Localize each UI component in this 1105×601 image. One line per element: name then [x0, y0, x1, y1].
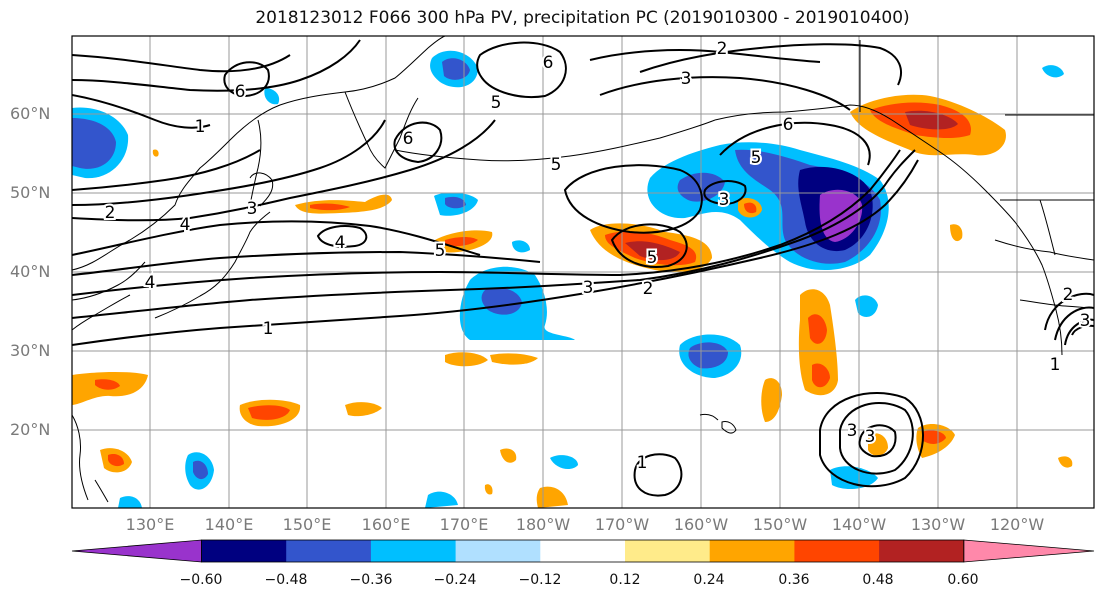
colorbar-bin — [709, 540, 795, 562]
lon-label: 130°E — [125, 515, 175, 534]
lon-label: 170°E — [439, 515, 489, 534]
colorbar-tick-label: 0.24 — [693, 572, 725, 588]
colorbar-bin — [455, 540, 541, 562]
contour-label: 5 — [435, 241, 446, 261]
contour-label: 6 — [783, 115, 794, 135]
contour-label: 1 — [263, 319, 274, 339]
colorbar-tick-label: −0.48 — [264, 572, 308, 588]
colorbar-tick-label: 0.12 — [609, 572, 641, 588]
colorbar-tick-label: −0.36 — [349, 572, 393, 588]
colorbar-tick-label: 0.48 — [862, 572, 894, 588]
colorbar-tick-label: 0.36 — [778, 572, 810, 588]
lon-label: 160°E — [361, 515, 411, 534]
contour-label: 3 — [583, 278, 594, 298]
colorbar-bin — [879, 540, 965, 562]
colorbar-frame — [201, 539, 965, 563]
lon-label: 180°W — [515, 515, 571, 534]
contour-label: 4 — [335, 233, 346, 253]
colorbar-bin — [794, 540, 880, 562]
lat-lon-grid — [72, 36, 1094, 508]
contour-label: 5 — [491, 93, 502, 113]
colorbar-bin — [625, 540, 711, 562]
colorbar-bin — [370, 540, 457, 562]
coastlines — [72, 36, 1094, 503]
lon-label: 160°W — [673, 515, 729, 534]
colorbar-tick-label: −0.24 — [433, 572, 477, 588]
precip-positive-shading — [72, 94, 1073, 508]
lon-label: 170°W — [594, 515, 650, 534]
lat-label: 30°N — [10, 341, 51, 360]
contour-label: 2 — [643, 279, 654, 299]
colorbar-extend-min — [71, 539, 202, 563]
contour-label: 3 — [681, 69, 692, 89]
colorbar-bin — [201, 540, 287, 562]
map-frame — [71, 35, 1095, 509]
contour-label: 1 — [1050, 355, 1061, 375]
contour-label: 3 — [719, 190, 730, 210]
contour-label: 6 — [403, 129, 414, 149]
lon-label: 130°W — [910, 515, 966, 534]
contour-label: 6 — [235, 82, 246, 102]
lat-label: 40°N — [10, 262, 51, 281]
contour-label: 1 — [637, 453, 648, 473]
contour-label: 5 — [647, 248, 658, 268]
contour-label: 3 — [1080, 311, 1091, 331]
contour-label: 2 — [717, 39, 728, 59]
contour-label: 3 — [247, 199, 258, 219]
lon-label: 150°W — [752, 515, 808, 534]
lon-label: 120°W — [989, 515, 1045, 534]
contour-label: 2 — [1063, 285, 1074, 305]
map-title: 2018123012 F066 300 hPa PV, precipitatio… — [255, 8, 910, 28]
contour-label: 6 — [543, 53, 554, 73]
lat-label: 20°N — [10, 420, 51, 439]
colorbar-bin — [286, 540, 372, 562]
contour-label: 4 — [180, 215, 191, 235]
colorbar-tick-label: −0.12 — [518, 572, 562, 588]
lat-label: 50°N — [10, 183, 51, 202]
lon-label: 150°E — [282, 515, 332, 534]
contour-label: 3 — [847, 421, 858, 441]
contour-label: 1 — [195, 117, 206, 137]
lon-label: 140°E — [204, 515, 254, 534]
colorbar-bin — [540, 540, 626, 562]
lon-label: 140°W — [831, 515, 887, 534]
lat-label: 60°N — [10, 104, 51, 123]
colorbar-tick-label: −0.60 — [179, 572, 223, 588]
contour-label: 5 — [751, 148, 762, 168]
contour-label: 2 — [105, 203, 116, 223]
contour-labels: 1 2 3 4 5 5 3 5 6 2 4 2 4 1 6 6 6 5 3 3 … — [103, 37, 1093, 475]
colorbar-extend-max — [963, 539, 1095, 563]
contour-label: 4 — [145, 273, 156, 293]
contour-label: 3 — [865, 427, 876, 447]
pv-contours — [72, 39, 1094, 497]
colorbar — [71, 539, 1095, 563]
colorbar-tick-label: 0.60 — [947, 572, 979, 588]
contour-label: 5 — [551, 155, 562, 175]
